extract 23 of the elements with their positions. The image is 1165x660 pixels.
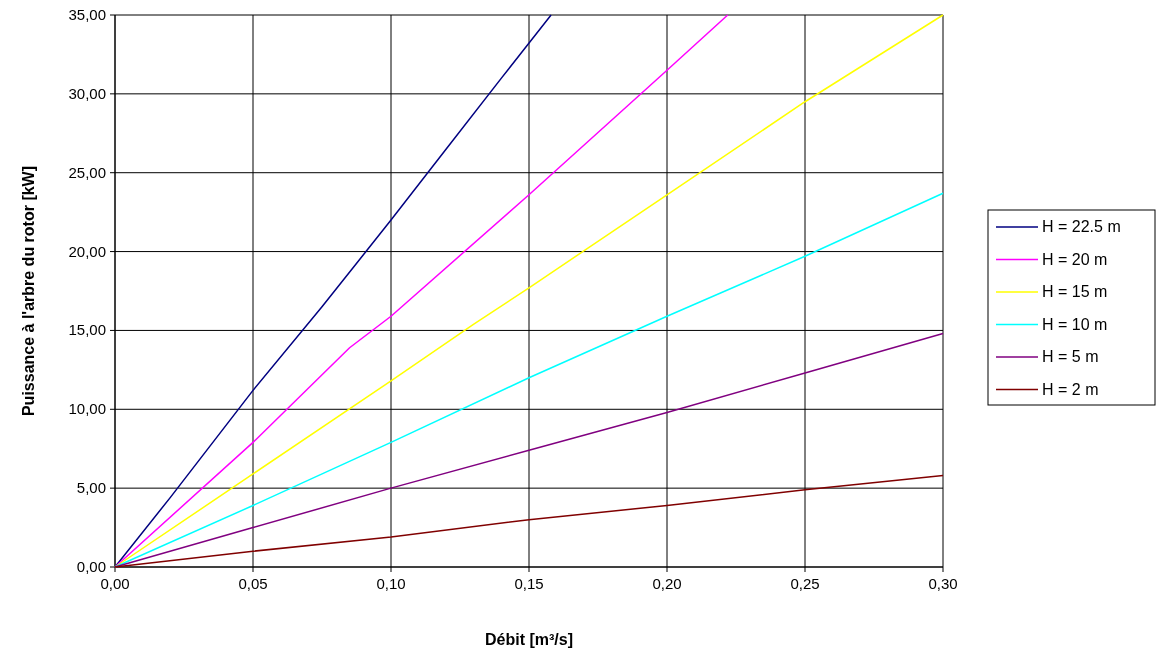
x-tick-label: 0,15 bbox=[514, 575, 544, 592]
y-tick-label: 0,00 bbox=[76, 558, 106, 575]
x-tick-label: 0,00 bbox=[100, 575, 130, 592]
legend-label: H = 10 m bbox=[1042, 315, 1108, 333]
legend-label: H = 15 m bbox=[1042, 283, 1108, 300]
x-axis-title: Débit [m³/s] bbox=[485, 631, 573, 648]
legend-label: H = 2 m bbox=[1042, 380, 1099, 398]
legend-label: H = 20 m bbox=[1042, 250, 1108, 268]
x-tick-label: 0,05 bbox=[238, 575, 268, 592]
x-tick-label: 0,20 bbox=[652, 575, 682, 592]
y-tick-label: 15,00 bbox=[68, 321, 106, 339]
y-tick-label: 10,00 bbox=[68, 400, 106, 418]
y-tick-label: 30,00 bbox=[68, 84, 106, 102]
y-axis-title: Puissance à l'arbre du rotor [kW] bbox=[20, 165, 37, 417]
legend-label: H = 5 m bbox=[1042, 348, 1099, 365]
x-tick-label: 0,25 bbox=[790, 575, 820, 592]
y-tick-label: 20,00 bbox=[68, 242, 106, 260]
x-tick-label: 0,10 bbox=[376, 575, 406, 592]
y-tick-label: 5,00 bbox=[76, 479, 106, 497]
y-tick-label: 35,00 bbox=[68, 6, 106, 23]
y-tick-label: 25,00 bbox=[68, 163, 106, 181]
legend-label: H = 22.5 m bbox=[1042, 218, 1121, 235]
x-tick-label: 0,30 bbox=[928, 575, 958, 592]
